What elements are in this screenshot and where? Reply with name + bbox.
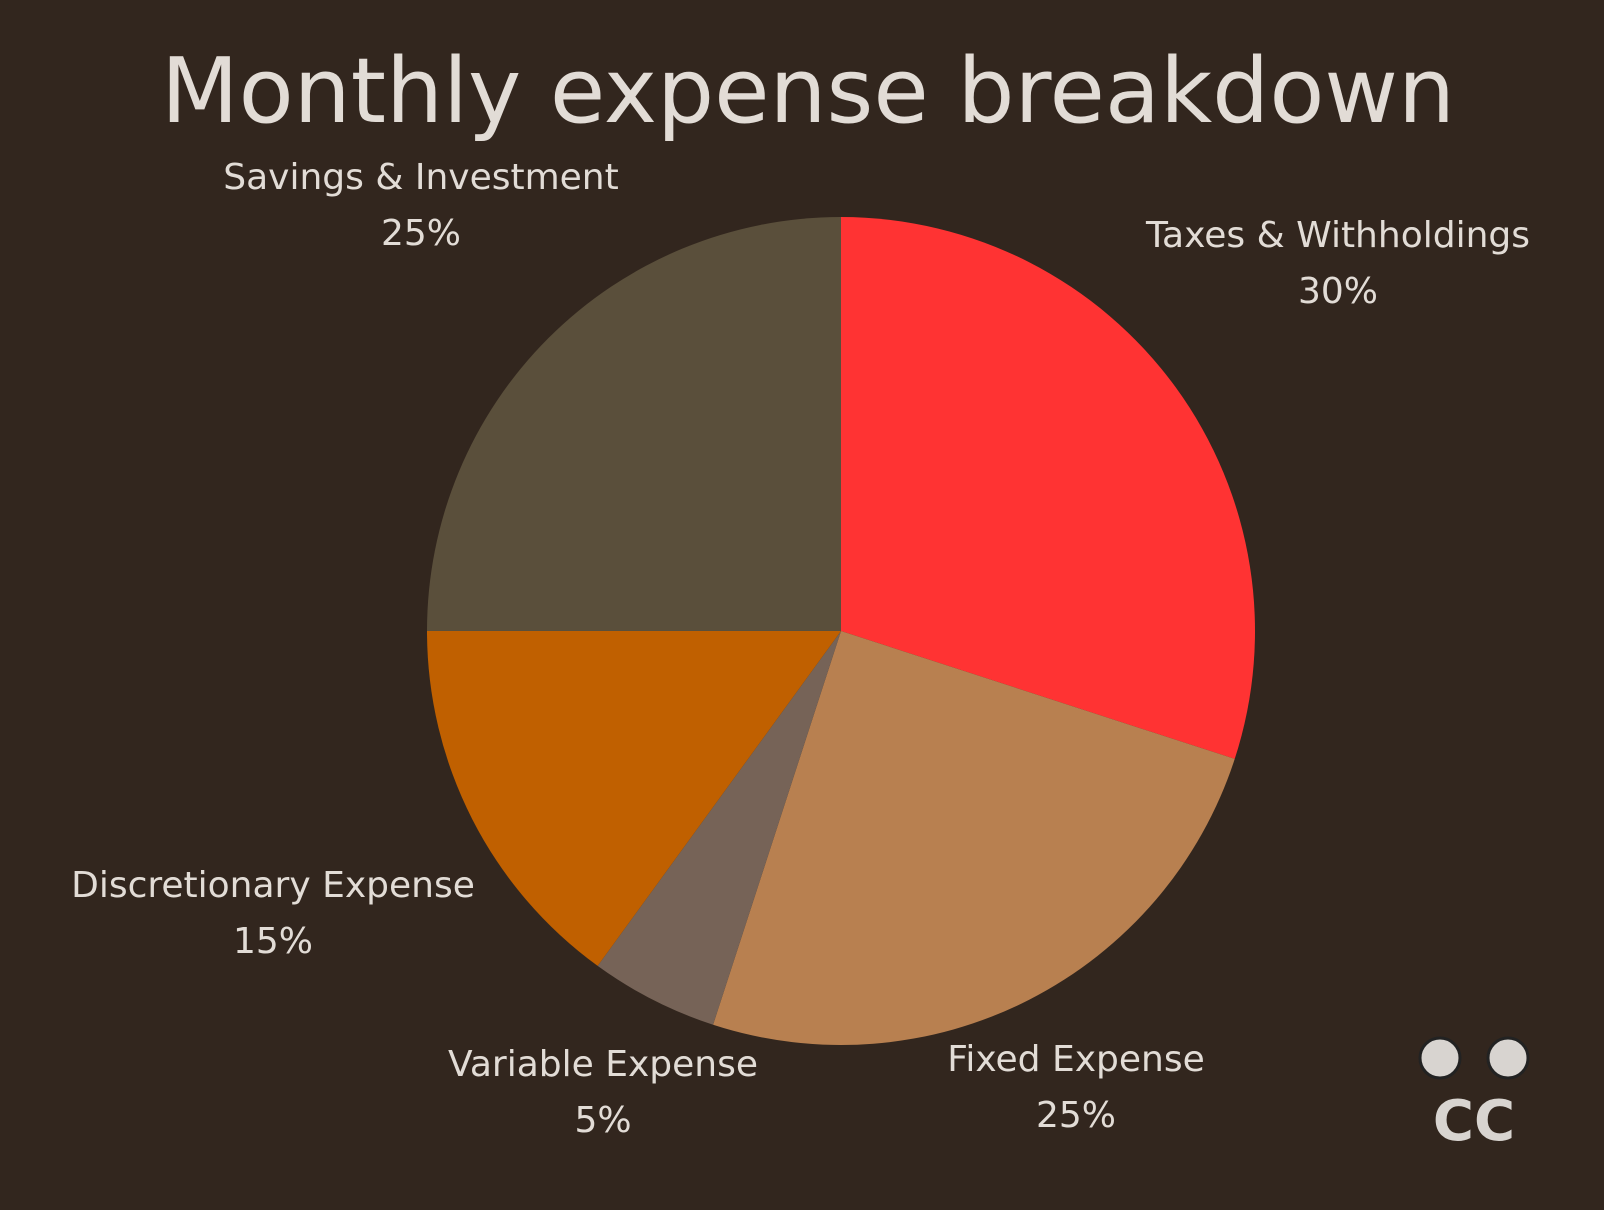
- slice-value-label: 25%: [381, 213, 461, 254]
- pie-slice: [597, 631, 841, 1025]
- pie-slice: [841, 217, 1256, 759]
- logo: CC: [1418, 1036, 1530, 1154]
- slice-label: Variable Expense: [448, 1044, 758, 1085]
- logo-text: CC: [1433, 1089, 1515, 1154]
- logo-face: [1418, 1036, 1462, 1080]
- slice-value-label: 30%: [1298, 271, 1378, 312]
- slice-value-label: 5%: [574, 1100, 631, 1141]
- pie-slice: [713, 631, 1235, 1045]
- slice-value-label: 25%: [1036, 1095, 1116, 1136]
- slice-label: Taxes & Withholdings: [1145, 215, 1530, 256]
- slice-label: Fixed Expense: [947, 1039, 1205, 1080]
- logo-face: [1486, 1036, 1530, 1080]
- pie-slice: [427, 631, 841, 966]
- slice-value-label: 15%: [233, 921, 313, 962]
- pie-slice: [427, 217, 841, 631]
- chart-title: Monthly expense breakdown: [161, 39, 1455, 144]
- slice-label: Savings & Investment: [223, 157, 619, 198]
- slice-label: Discretionary Expense: [71, 865, 475, 906]
